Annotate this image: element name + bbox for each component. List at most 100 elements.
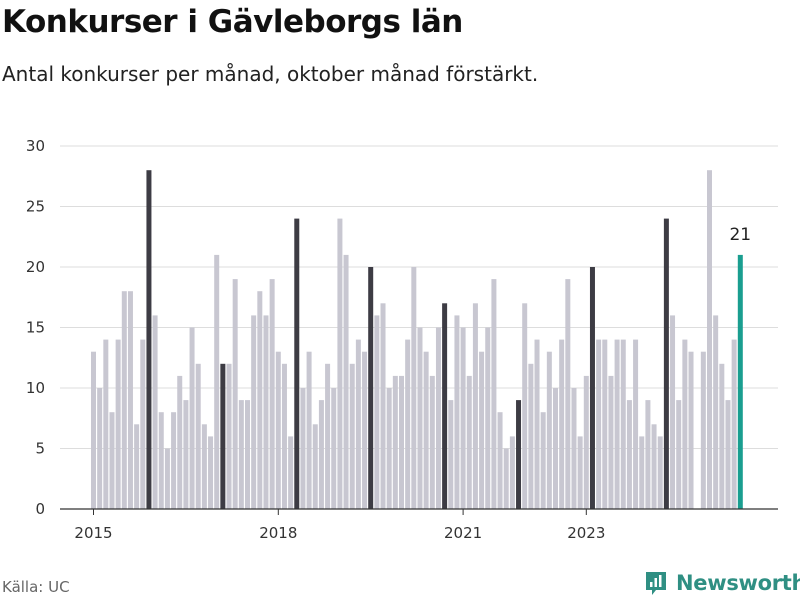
bar: [485, 327, 491, 509]
bar: [608, 375, 614, 509]
y-tick-label: 0: [35, 500, 45, 518]
bar: [245, 400, 250, 509]
bar: [633, 339, 639, 509]
bar: [713, 315, 719, 509]
bar: [214, 254, 220, 509]
bar: [509, 436, 515, 509]
bar: [263, 315, 269, 509]
bar: [337, 218, 343, 509]
bar: [103, 339, 109, 509]
bar-october: [368, 267, 374, 509]
bar: [208, 436, 214, 509]
bar: [429, 375, 435, 509]
bar: [534, 339, 540, 509]
bar: [565, 279, 571, 509]
x-tick-label: 2018: [259, 524, 297, 542]
bar: [602, 339, 608, 509]
bar-latest: [737, 254, 743, 509]
bar: [503, 448, 509, 509]
bar: [127, 291, 133, 509]
y-tick-label: 20: [26, 258, 45, 276]
bar: [374, 315, 380, 509]
bar: [134, 424, 140, 509]
bar: [195, 363, 201, 509]
y-tick-label: 15: [26, 319, 45, 337]
bar: [183, 400, 189, 509]
y-tick-label: 5: [35, 440, 45, 458]
bar: [454, 315, 460, 509]
bar: [448, 400, 454, 509]
bar: [405, 339, 411, 509]
bar: [472, 303, 478, 509]
bar: [460, 327, 466, 509]
bar: [707, 170, 712, 509]
bar-october: [589, 267, 595, 509]
bar: [596, 339, 602, 509]
chart-subtitle: Antal konkurser per månad, oktober månad…: [2, 62, 539, 86]
bar: [115, 339, 121, 509]
bar: [362, 351, 368, 509]
bar: [497, 412, 503, 509]
bar: [528, 363, 534, 509]
bar: [288, 436, 294, 509]
bar: [300, 388, 306, 509]
bar: [349, 363, 355, 509]
bar: [232, 279, 238, 509]
bar: [97, 388, 103, 509]
bar: [318, 400, 324, 509]
x-tick-label: 2023: [567, 524, 605, 542]
bar: [399, 375, 404, 509]
bar: [614, 339, 620, 509]
bar: [682, 339, 688, 509]
bar: [380, 303, 386, 509]
bar: [688, 351, 694, 509]
bar: [479, 351, 485, 509]
bar: [251, 315, 257, 509]
bar-october: [294, 218, 300, 509]
bar: [392, 375, 398, 509]
bar: [651, 424, 657, 509]
latest-value-label: 21: [729, 225, 751, 245]
bar: [269, 279, 275, 509]
bar: [343, 254, 349, 509]
bar: [109, 412, 115, 509]
bar: [121, 291, 127, 509]
bar: [522, 303, 528, 509]
bar: [423, 351, 429, 509]
bar: [540, 412, 546, 509]
bar: [238, 400, 244, 509]
bar: [676, 400, 682, 509]
bar-october: [516, 400, 522, 509]
bar: [306, 351, 312, 509]
bar: [620, 339, 626, 509]
bar: [140, 339, 146, 509]
bar: [491, 279, 497, 509]
bar: [226, 363, 232, 509]
bar: [731, 339, 737, 509]
bar: [725, 400, 731, 509]
bar: [189, 327, 195, 509]
bar: [639, 436, 645, 509]
bar: [355, 339, 361, 509]
bar: [583, 375, 589, 509]
chart-title: Konkurser i Gävleborgs län: [2, 4, 463, 40]
y-tick-label: 25: [26, 198, 45, 216]
source-note: Källa: UC: [2, 578, 70, 596]
bar: [152, 315, 158, 509]
bar: [312, 424, 318, 509]
bar: [158, 412, 164, 509]
x-tick-label: 2015: [74, 524, 112, 542]
bar: [559, 339, 565, 509]
y-tick-label: 30: [26, 137, 45, 155]
bar: [546, 351, 552, 509]
bar: [553, 388, 558, 509]
x-tick-label: 2021: [444, 524, 482, 542]
bar-october: [146, 170, 152, 509]
bar: [331, 388, 337, 509]
bar: [281, 363, 287, 509]
bar: [201, 424, 207, 509]
bar-october: [220, 363, 226, 509]
bar: [626, 400, 632, 509]
bar: [417, 327, 423, 509]
